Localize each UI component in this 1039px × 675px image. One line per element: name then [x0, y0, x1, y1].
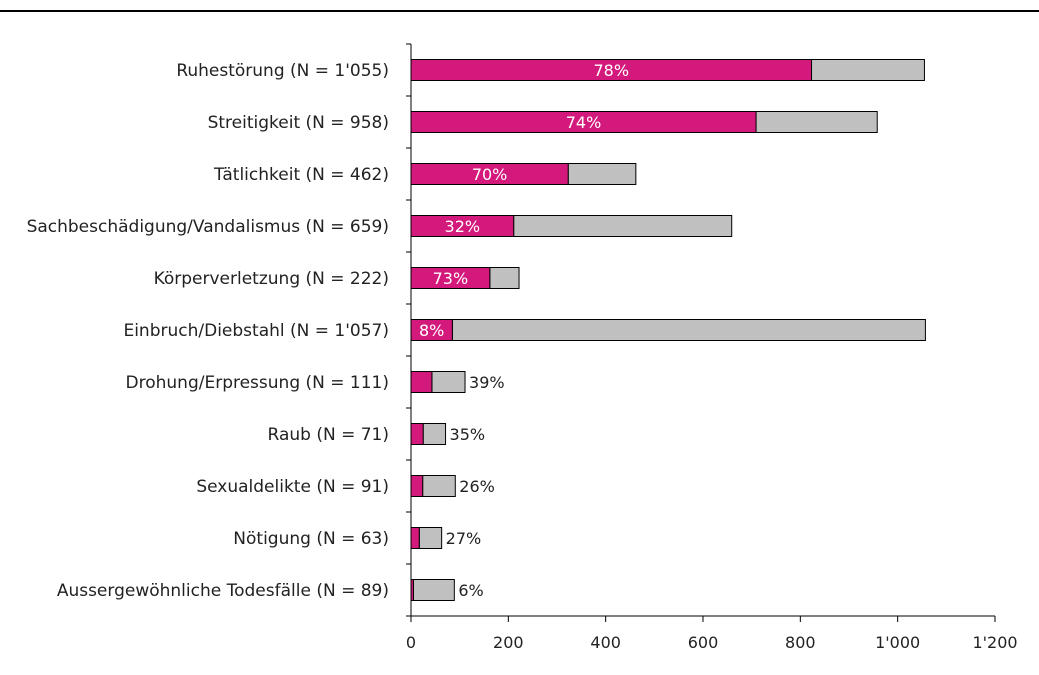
- percent-label: 32%: [445, 217, 481, 236]
- bar-primary: [410, 215, 515, 237]
- bar-primary: [410, 371, 433, 393]
- bar-primary: [410, 267, 491, 289]
- bar-remainder: [513, 215, 733, 237]
- x-tick-label: 0: [406, 633, 416, 652]
- bar-remainder: [431, 371, 466, 393]
- percent-label: 70%: [472, 165, 508, 184]
- category-label: Raub (N = 71): [268, 425, 390, 445]
- x-tick-label: 1'200: [972, 633, 1017, 652]
- bar-remainder: [567, 163, 637, 185]
- bar-remainder: [811, 59, 925, 81]
- percent-label: 6%: [458, 581, 483, 600]
- bar-primary: [410, 579, 414, 601]
- category-label: Einbruch/Diebstahl (N = 1'057): [123, 321, 389, 341]
- percent-label: 27%: [446, 529, 482, 548]
- percent-label: 74%: [566, 113, 602, 132]
- x-tick-label: 200: [493, 633, 524, 652]
- percent-label: 8%: [419, 321, 444, 340]
- percent-label: 35%: [450, 425, 486, 444]
- category-label: Nötigung (N = 63): [233, 529, 389, 549]
- x-tick-label: 800: [785, 633, 816, 652]
- percent-label: 78%: [593, 61, 629, 80]
- bar-primary: [410, 423, 424, 445]
- category-label: Streitigkeit (N = 958): [208, 113, 389, 133]
- category-label: Drohung/Erpressung (N = 111): [126, 373, 389, 393]
- x-tick-label: 600: [688, 633, 719, 652]
- category-label: Aussergewöhnliche Todesfälle (N = 89): [57, 581, 389, 601]
- bar-primary: [410, 527, 420, 549]
- bar-remainder: [451, 319, 926, 341]
- bar-remainder: [489, 267, 520, 289]
- category-label: Körperverletzung (N = 222): [154, 269, 389, 289]
- bar-remainder: [422, 475, 456, 497]
- bar-remainder: [422, 423, 447, 445]
- category-label: Sexualdelikte (N = 91): [196, 477, 389, 497]
- category-label: Tätlichkeit (N = 462): [213, 165, 389, 185]
- top-rule: [0, 10, 1039, 12]
- bar-remainder: [755, 111, 878, 133]
- category-label: Ruhestörung (N = 1'055): [176, 61, 389, 81]
- bar-primary: [410, 475, 424, 497]
- bar-primary: [410, 319, 453, 341]
- percent-label: 26%: [459, 477, 495, 496]
- bar-remainder: [418, 527, 443, 549]
- bar-remainder: [412, 579, 455, 601]
- bar-primary: [410, 59, 813, 81]
- x-tick-label: 400: [590, 633, 621, 652]
- percent-label: 73%: [433, 269, 469, 288]
- x-tick-label: 1'000: [875, 633, 920, 652]
- category-label: Sachbeschädigung/Vandalismus (N = 659): [27, 217, 389, 237]
- bar-primary: [410, 163, 569, 185]
- percent-label: 39%: [469, 373, 505, 392]
- bar-primary: [410, 111, 757, 133]
